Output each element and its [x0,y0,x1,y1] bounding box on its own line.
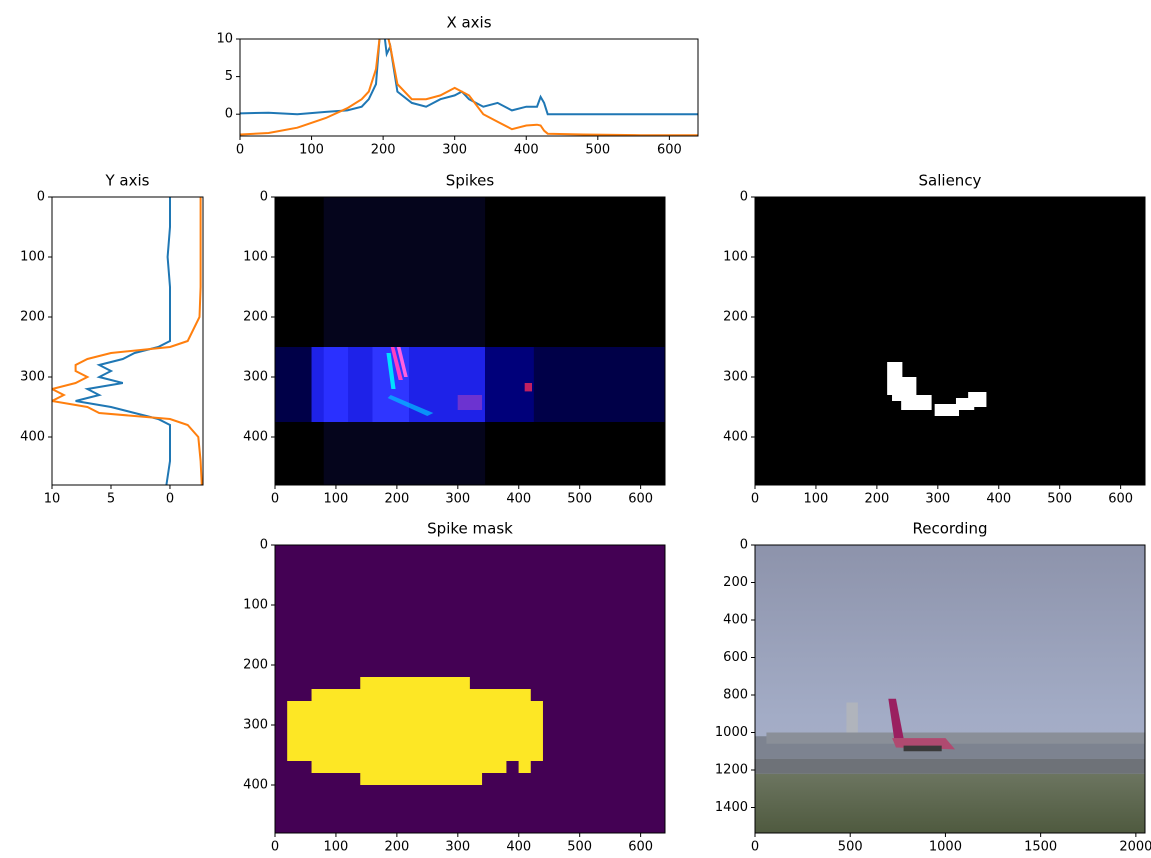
x-tick-label: 0 [751,840,759,855]
axes-frame [239,38,699,137]
series-line [240,39,698,136]
series-line [52,197,203,485]
series-line [75,197,171,485]
x-tick-label: 200 [371,143,396,158]
x-tick-label: 300 [445,840,470,855]
y-tick-label: 100 [243,598,268,613]
x-tick-label: 500 [567,492,592,507]
y-tick-label: 300 [723,370,748,385]
x-tick-label: 2000 [1119,840,1151,855]
x-tick-label: 5 [107,492,115,507]
x-tick-label: 0 [271,840,279,855]
x-tick-label: 400 [506,840,531,855]
axes-frame [274,544,666,834]
y-tick-label: 1000 [715,725,748,740]
y-tick-label: 200 [20,310,45,325]
x-tick-label: 500 [585,143,610,158]
y-tick-label: 400 [243,430,268,445]
y-tick-label: 100 [723,250,748,265]
axes-frame [754,196,1146,486]
x-tick-label: 200 [384,840,409,855]
chart-title: Recording [912,520,987,538]
x-tick-label: 400 [514,143,539,158]
x-tick-label: 100 [804,492,829,507]
y-tick-label: 200 [723,575,748,590]
y-tick-label: 400 [723,430,748,445]
y-tick-label: 200 [243,658,268,673]
x-tick-label: 200 [864,492,889,507]
y-tick-label: 0 [260,538,268,553]
chart-title: Spike mask [427,520,513,538]
y-tick-label: 400 [243,778,268,793]
x-tick-label: 300 [925,492,950,507]
spikes-image [275,197,665,485]
x-tick-label: 0 [271,492,279,507]
axes-frame [274,196,666,486]
x-tick-label: 100 [324,840,349,855]
x-tick-label: 100 [299,143,324,158]
x-tick-label: 10 [44,492,61,507]
x-tick-label: 0 [166,492,174,507]
x-tick-label: 0 [751,492,759,507]
y-tick-label: 0 [37,190,45,205]
y-tick-label: 200 [243,310,268,325]
x-tick-label: 500 [567,840,592,855]
chart-title: Y axis [105,172,150,190]
axes-frame [51,196,204,486]
y-tick-label: 0 [225,107,233,122]
chart-title: Saliency [919,172,982,190]
y-tick-label: 300 [20,370,45,385]
y-tick-label: 200 [723,310,748,325]
x-tick-label: 1000 [929,840,962,855]
x-tick-label: 400 [986,492,1011,507]
x-tick-label: 500 [1047,492,1072,507]
series-line [240,39,698,116]
axes-frame [754,544,1146,834]
y-tick-label: 800 [723,688,748,703]
y-tick-label: 10 [216,32,233,47]
x-tick-label: 100 [324,492,349,507]
x-tick-label: 300 [442,143,467,158]
spike-mask-image [275,545,665,833]
y-tick-label: 100 [20,250,45,265]
recording-image [755,545,1146,833]
y-tick-label: 100 [243,250,268,265]
x-tick-label: 500 [838,840,863,855]
saliency-image [755,197,1145,485]
y-tick-label: 0 [740,190,748,205]
y-tick-label: 300 [243,718,268,733]
y-tick-label: 0 [740,538,748,553]
x-tick-label: 600 [628,492,653,507]
y-tick-label: 0 [260,190,268,205]
y-tick-label: 1400 [715,800,748,815]
y-tick-label: 600 [723,650,748,665]
x-tick-label: 600 [657,143,682,158]
y-tick-label: 300 [243,370,268,385]
y-tick-label: 5 [225,69,233,84]
x-tick-label: 200 [384,492,409,507]
x-tick-label: 400 [506,492,531,507]
chart-title: X axis [446,14,491,32]
y-tick-label: 400 [723,613,748,628]
x-tick-label: 600 [628,840,653,855]
y-tick-label: 1200 [715,763,748,778]
x-tick-label: 300 [445,492,470,507]
x-tick-label: 1500 [1024,840,1057,855]
x-tick-label: 0 [236,143,244,158]
x-tick-label: 600 [1108,492,1133,507]
chart-title: Spikes [446,172,495,190]
y-tick-label: 400 [20,430,45,445]
